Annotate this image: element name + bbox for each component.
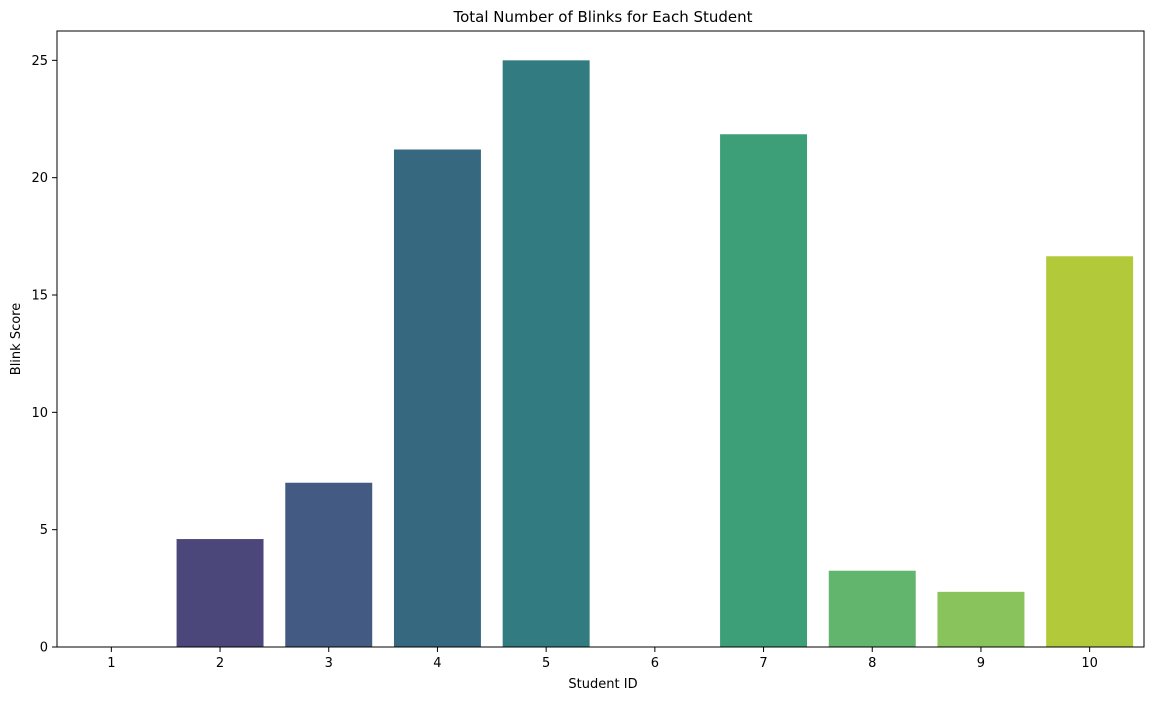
bar-student-2 — [176, 539, 264, 647]
y-tick-label: 15 — [31, 289, 48, 304]
y-axis-label: Blink Score — [9, 303, 24, 375]
y-tick-label: 20 — [31, 171, 48, 186]
bar-student-5 — [502, 60, 590, 647]
y-tick-label: 10 — [31, 406, 48, 421]
x-tick-label: 6 — [651, 656, 659, 671]
bar-student-8 — [828, 570, 916, 647]
x-axis: 1 2 3 4 5 6 7 8 9 10 — [107, 647, 1098, 671]
x-tick-label: 2 — [216, 656, 224, 671]
x-tick-label: 8 — [868, 656, 876, 671]
plot-frame — [56, 30, 1145, 648]
x-tick-label: 5 — [542, 656, 550, 671]
y-tick-label: 25 — [31, 54, 48, 69]
x-tick-label: 1 — [107, 656, 115, 671]
x-tick-label: 3 — [325, 656, 333, 671]
x-axis-label: Student ID — [568, 677, 637, 692]
bar-student-4 — [393, 149, 481, 647]
bar-student-3 — [285, 482, 373, 647]
bars-group — [176, 60, 1134, 647]
y-tick-label: 0 — [40, 641, 48, 656]
bar-student-7 — [720, 134, 808, 647]
x-tick-label: 9 — [977, 656, 985, 671]
y-tick-label: 5 — [40, 523, 48, 538]
chart-title: Total Number of Blinks for Each Student — [452, 8, 752, 26]
x-tick-label: 7 — [759, 656, 767, 671]
x-tick-label: 4 — [433, 656, 441, 671]
bar-student-10 — [1046, 256, 1134, 647]
x-tick-label: 10 — [1081, 656, 1098, 671]
bar-student-9 — [937, 591, 1025, 647]
y-axis: 0 5 10 15 20 25 — [31, 54, 57, 656]
